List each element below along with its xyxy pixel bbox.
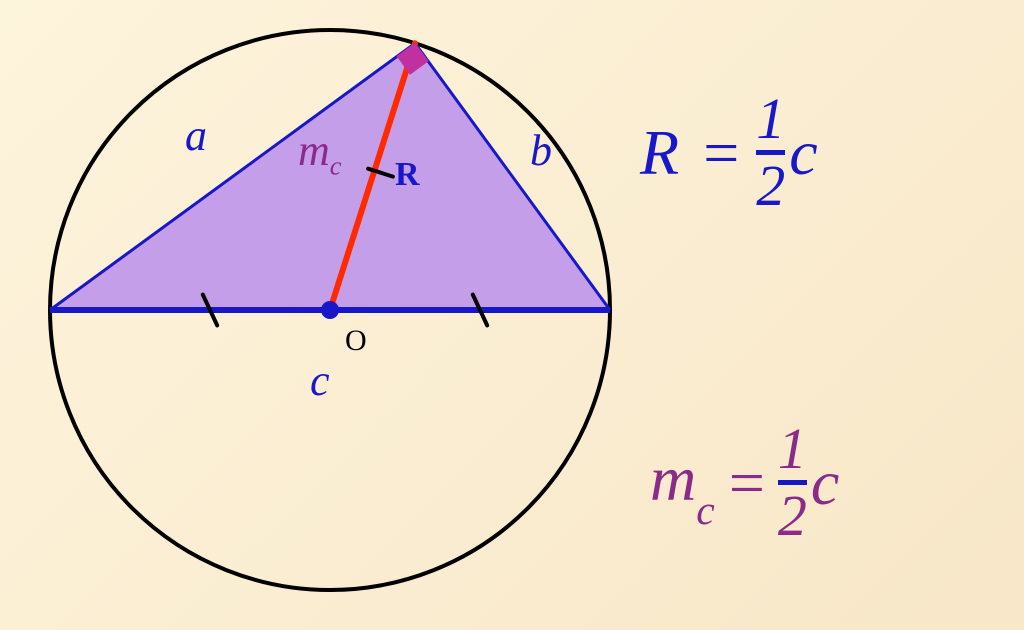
formula-R-fraction: 1 2	[756, 90, 785, 215]
formula-median: mc = 1 2 c	[650, 420, 839, 545]
geometry-diagram: abcOmcR	[0, 0, 1024, 630]
center-point	[321, 301, 339, 319]
formula-R-den: 2	[756, 157, 785, 215]
label-R: R	[395, 156, 420, 193]
formula-mc-rhs: c	[811, 446, 839, 520]
formula-mc-eq: =	[725, 446, 768, 520]
formula-R-lhs: R	[640, 116, 679, 190]
formula-R-rhs: c	[789, 116, 817, 190]
formula-mc-fraction: 1 2	[778, 420, 807, 545]
formula-mc-lhs-sub: c	[696, 487, 714, 533]
formula-mc-num: 1	[778, 420, 807, 478]
formula-mc-den: 2	[778, 487, 807, 545]
formula-R-eq: =	[699, 116, 742, 190]
formula-mc-lhs: mc	[650, 442, 715, 524]
label-O: O	[345, 324, 367, 357]
formula-R-num: 1	[756, 90, 785, 148]
label-a: a	[185, 111, 207, 160]
label-c: c	[310, 356, 330, 405]
formula-mc-lhs-main: m	[650, 443, 696, 514]
label-b: b	[530, 126, 552, 175]
formula-circumradius: R = 1 2 c	[640, 90, 818, 215]
